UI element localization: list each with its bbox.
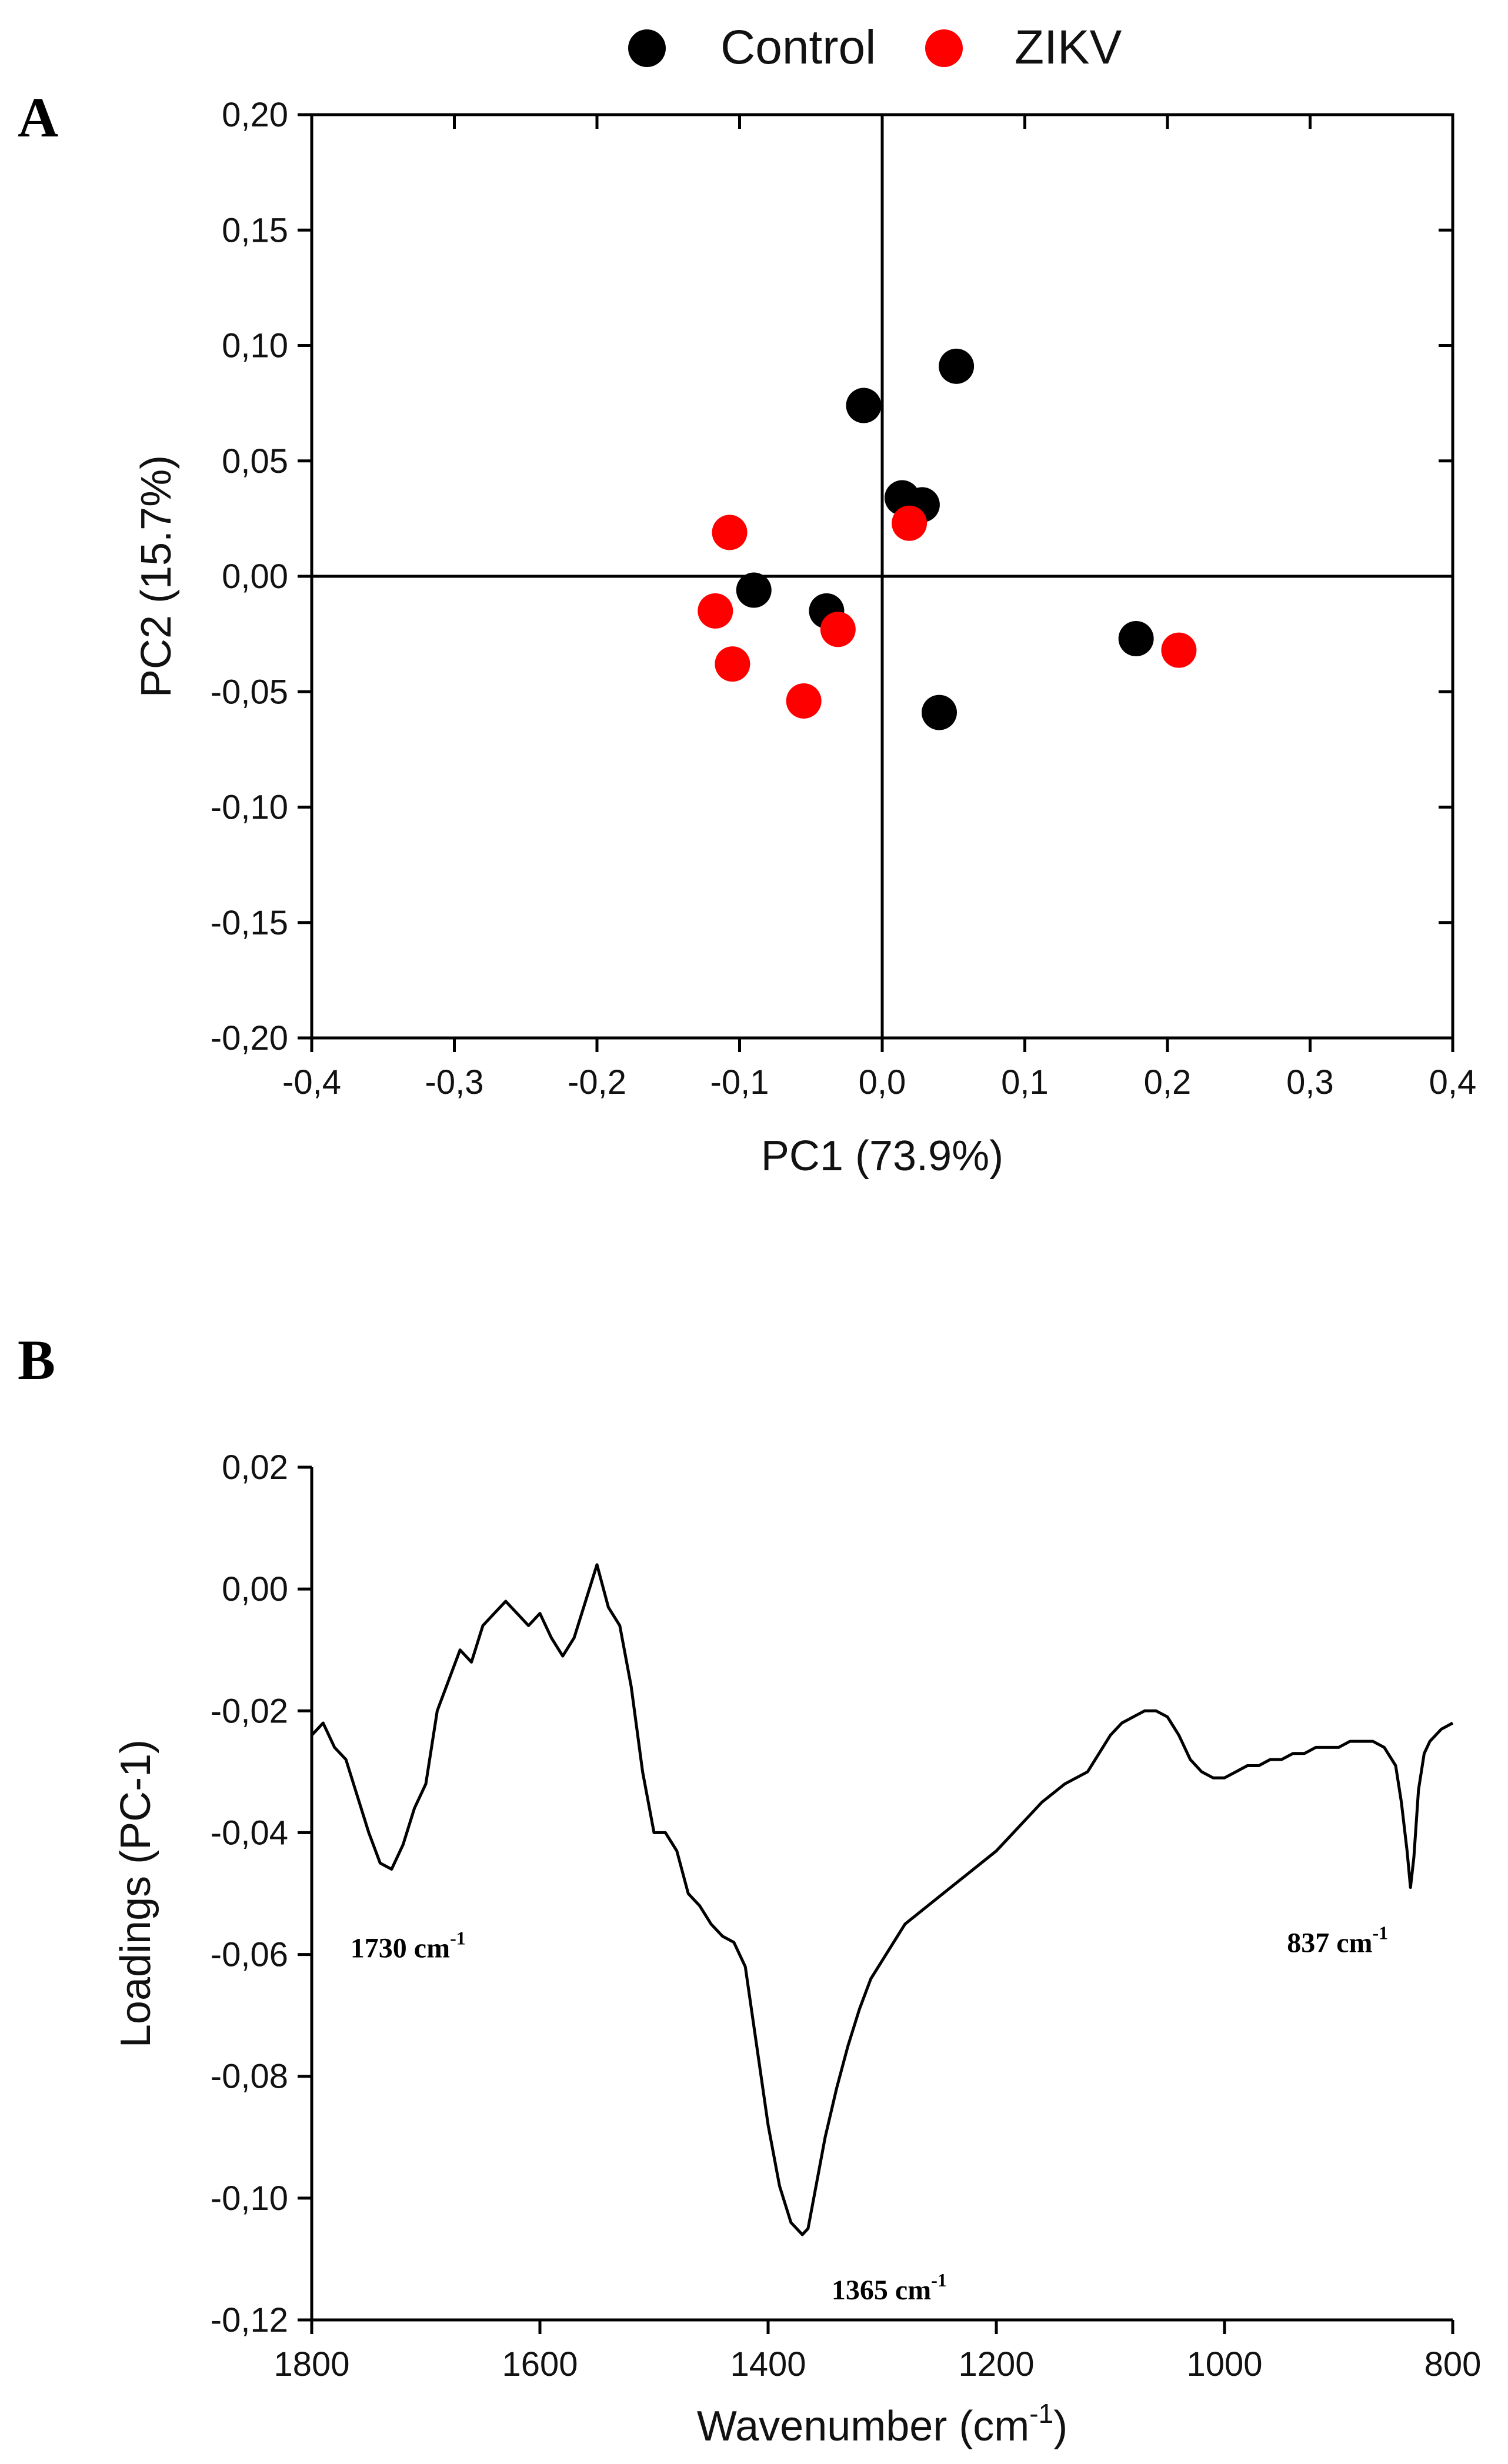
peak-annotation-sup: -1 — [450, 1928, 466, 1949]
chart-a-x-axis-label: PC1 (73.9%) — [761, 1133, 1003, 1180]
panel-label-b: B — [18, 1328, 55, 1391]
chart-a-x-tick-label: 0,4 — [1429, 1063, 1477, 1101]
chart-b-loadings-line — [311, 1563, 1454, 2236]
peak-annotation-sup: -1 — [931, 2269, 947, 2291]
chart-b-y-axis: 0,02 0,00 -0,02 -0,04 -0,06 -0,08 -0,10 -0,12 — [211, 1448, 312, 2339]
chart-b: 0,02 0,00 -0,02 -0,04 -0,06 -0,08 -0,10 -0,12 1… — [112, 1448, 1481, 2450]
scatter-point-control — [1118, 620, 1154, 656]
chart-b-x-axis-label-main: Wavenumber (cm — [697, 2403, 1029, 2450]
scatter-point-zikv — [1161, 632, 1197, 668]
chart-a-x-tick-label: 0,1 — [1001, 1063, 1049, 1101]
legend-marker-zikv — [925, 29, 963, 67]
panel-label-a: A — [18, 86, 58, 149]
scatter-point-zikv — [786, 683, 822, 719]
scatter-point-control — [846, 388, 882, 423]
chart-b-y-tick-label: -0,06 — [211, 1936, 288, 1974]
chart-a-y-tick-label: 0,15 — [222, 211, 288, 249]
chart-a-y-tick-label: -0,15 — [211, 904, 288, 942]
chart-b-y-tick-label: -0,10 — [211, 2179, 288, 2218]
chart-a-x-tick-label: -0,2 — [568, 1063, 626, 1101]
chart-a-y-tick-label: -0,10 — [211, 789, 288, 827]
chart-b-x-tick-label: 1000 — [1186, 2345, 1262, 2383]
chart-b-x-axis-label: Wavenumber (cm-1) — [697, 2398, 1067, 2450]
chart-b-x-axis: 1800 1600 1400 1200 1000 800 — [273, 2320, 1481, 2383]
chart-a-y-tick-label: 0,00 — [222, 557, 288, 596]
chart-a-y-tick-label: 0,10 — [222, 327, 288, 365]
chart-a-x-tick-label: 0,3 — [1286, 1063, 1334, 1101]
chart-b-y-tick-label: -0,12 — [211, 2301, 288, 2339]
chart-a-y-tick-label: 0,05 — [222, 442, 288, 480]
chart-a-x-tick-label: 0,0 — [859, 1063, 906, 1101]
chart-a-x-tick-label: -0,1 — [710, 1063, 769, 1101]
peak-annotation: 1365 cm-1 — [832, 2269, 947, 2306]
chart-b-x-tick-label: 1400 — [730, 2345, 806, 2383]
scatter-point-zikv — [712, 515, 748, 550]
chart-b-x-tick-label: 800 — [1424, 2345, 1482, 2383]
scatter-point-zikv — [715, 646, 750, 682]
scatter-point-zikv — [820, 612, 856, 647]
scatter-point-zikv — [892, 505, 928, 541]
legend-label-zikv: ZIKV — [1015, 21, 1122, 74]
peak-annotation-text: 1730 cm — [351, 1933, 450, 1964]
chart-b-y-tick-label: 0,02 — [222, 1448, 288, 1487]
scatter-point-zikv — [698, 593, 733, 629]
peak-annotation-text: 1365 cm — [832, 2275, 931, 2306]
chart-a-y-tick-label: -0,05 — [211, 673, 288, 711]
chart-a: 0,200,150,100,050,00-0,05-0,10-0,15-0,20… — [133, 96, 1476, 1180]
chart-a-x-tick-label: -0,3 — [425, 1063, 484, 1101]
chart-b-x-tick-label: 1200 — [958, 2345, 1034, 2383]
chart-b-y-tick-label: -0,08 — [211, 2058, 288, 2096]
chart-b-y-axis-label: Loadings (PC-1) — [112, 1740, 159, 2048]
chart-a-y-tick-label: -0,20 — [211, 1019, 288, 1057]
peak-annotation: 837 cm-1 — [1287, 1922, 1388, 1959]
chart-b-x-axis-label-sup: -1 — [1029, 2398, 1053, 2429]
peak-annotation-text: 837 cm — [1287, 1928, 1372, 1959]
chart-a-x-tick-label: -0,4 — [282, 1063, 341, 1101]
scatter-point-control — [939, 348, 975, 384]
peak-annotation-sup: -1 — [1373, 1922, 1389, 1944]
legend-label-control: Control — [720, 21, 876, 74]
chart-a-y-tick-label: 0,20 — [222, 96, 288, 134]
chart-b-x-tick-label: 1800 — [273, 2345, 349, 2383]
peak-annotation: 1730 cm-1 — [351, 1928, 466, 1964]
chart-b-x-tick-label: 1600 — [502, 2345, 578, 2383]
chart-b-y-tick-label: 0,00 — [222, 1570, 288, 1608]
scatter-point-control — [922, 695, 957, 730]
scatter-point-control — [736, 572, 772, 608]
chart-b-y-tick-label: -0,04 — [211, 1814, 288, 1852]
chart-a-x-axis: -0,4 -0,3 -0,2 -0,1 0,0 0,1 0,2 0,3 0,4 — [282, 115, 1476, 1101]
legend: Control ZIKV — [628, 21, 1122, 74]
chart-a-y-axis-label: PC2 (15.7%) — [133, 455, 180, 697]
chart-b-x-axis-label-suffix: ) — [1053, 2403, 1067, 2450]
legend-marker-control — [628, 29, 666, 67]
chart-a-points — [698, 348, 1197, 730]
chart-a-x-tick-label: 0,2 — [1144, 1063, 1192, 1101]
chart-b-y-tick-label: -0,02 — [211, 1692, 288, 1730]
